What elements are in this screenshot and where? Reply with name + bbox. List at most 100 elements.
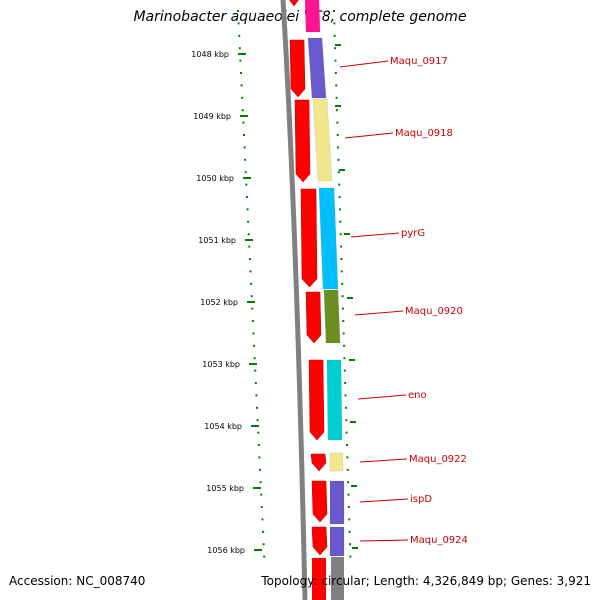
guide-dot (254, 382, 257, 384)
guide-dot (337, 171, 340, 174)
guide-dot (338, 183, 341, 186)
guide-dot (333, 22, 336, 25)
guide-dot (336, 134, 339, 136)
guide-dot (256, 419, 259, 422)
tick-label: 1049 kbp (193, 112, 231, 121)
guide-dot (343, 369, 346, 372)
guide-dot (242, 121, 245, 124)
guide-dot (333, 10, 335, 12)
accession-text: Accession: NC_008740 (9, 574, 146, 588)
guide-dot (345, 431, 348, 434)
gene-label-eno: eno (408, 390, 427, 401)
cog-bar-pyrg (318, 187, 339, 290)
leader-line-ispd (359, 498, 409, 503)
guide-dot (241, 109, 244, 112)
guide-dot (340, 270, 343, 273)
guide-dot (250, 295, 253, 298)
guide-dot (255, 394, 258, 397)
tick-label: 1052 kbp (200, 298, 238, 307)
cds-arrow-maqu-0917 (289, 39, 306, 98)
guide-dot (340, 245, 343, 248)
leader-line-pyrg (350, 232, 400, 238)
guide-dot (256, 406, 259, 409)
cog-bar-ispd (329, 480, 345, 525)
guide-dot (262, 543, 265, 546)
guide-dot (241, 96, 244, 99)
cds-arrow-maqu-0918 (294, 99, 311, 183)
guide-dot (337, 146, 340, 149)
tick-label: 1054 kbp (204, 422, 242, 431)
guide-dot (348, 530, 351, 533)
tick-label: 1055 kbp (206, 484, 244, 493)
guide-dot (349, 555, 352, 558)
guide-dot (239, 59, 242, 62)
guide-dot (346, 444, 349, 446)
guide-dot (340, 258, 343, 260)
cds-arrow (289, 0, 299, 7)
guide-dot (339, 220, 342, 223)
cds-arrow-pyrg (300, 188, 318, 288)
guide-dot (258, 456, 261, 459)
guide-dot (347, 506, 350, 508)
guide-dot (239, 72, 242, 74)
cds-arrow (312, 558, 326, 600)
tick-label: 1051 kbp (198, 236, 236, 245)
cog-bar-maqu-0920 (323, 289, 341, 344)
guide-dot (254, 369, 257, 372)
guide-dot (245, 196, 248, 198)
gene-label-ispd: ispD (410, 494, 432, 505)
leader-line-maqu-0922 (359, 458, 408, 463)
guide-dot (257, 431, 260, 434)
guide-dot (238, 47, 241, 50)
guide-dot (337, 158, 340, 161)
guide-dot (251, 320, 254, 322)
guide-dot (345, 419, 348, 422)
guide-dot (348, 518, 351, 521)
guide-dot (251, 307, 254, 310)
tick-label: 1048 kbp (191, 50, 229, 59)
cog-bar-maqu-0924 (329, 526, 345, 557)
guide-dot (348, 543, 351, 546)
gene-label-maqu-0918: Maqu_0918 (395, 128, 453, 139)
map-title: Marinobacter aquaeolei VT8, complete gen… (133, 9, 467, 25)
gene-label-maqu-0920: Maqu_0920 (405, 306, 463, 317)
guide-dot (335, 96, 338, 99)
cog-bar-maqu-0918 (312, 98, 333, 182)
guide-dot (253, 357, 256, 360)
gene-label-maqu-0917: Maqu_0917 (390, 56, 448, 67)
guide-dot (260, 493, 263, 496)
guide-dot (342, 320, 345, 322)
guide-dot (335, 84, 338, 87)
guide-dot (347, 493, 350, 496)
guide-dot (238, 34, 241, 37)
guide-dot (344, 382, 347, 384)
guide-dot (343, 344, 346, 347)
cds-arrow-eno (308, 359, 325, 441)
leader-line-eno (357, 394, 407, 400)
guide-dot (253, 344, 256, 347)
guide-dot (334, 47, 337, 50)
guide-dot (338, 208, 341, 211)
guide-dot (344, 406, 347, 409)
guide-dot (336, 121, 339, 124)
cds-arrow-maqu-0922 (310, 453, 327, 472)
leader-line-maqu-0918 (344, 132, 394, 139)
guide-dot (343, 357, 346, 360)
guide-dot (237, 22, 240, 25)
guide-dot (338, 196, 341, 198)
leader-line-maqu-0917 (339, 60, 389, 68)
gene-label-maqu-0924: Maqu_0924 (410, 535, 468, 546)
cds-arrow-ispd (311, 480, 328, 523)
guide-dot (248, 258, 251, 260)
guide-dot (249, 270, 252, 273)
guide-dot (346, 468, 349, 471)
guide-dot (244, 158, 247, 161)
guide-dot (334, 59, 337, 62)
guide-dot (247, 233, 250, 236)
guide-dot (252, 332, 255, 335)
gene-label-pyrg: pyrG (401, 228, 425, 239)
guide-dot (341, 307, 344, 310)
guide-dot (246, 208, 249, 211)
guide-dot (259, 481, 262, 484)
